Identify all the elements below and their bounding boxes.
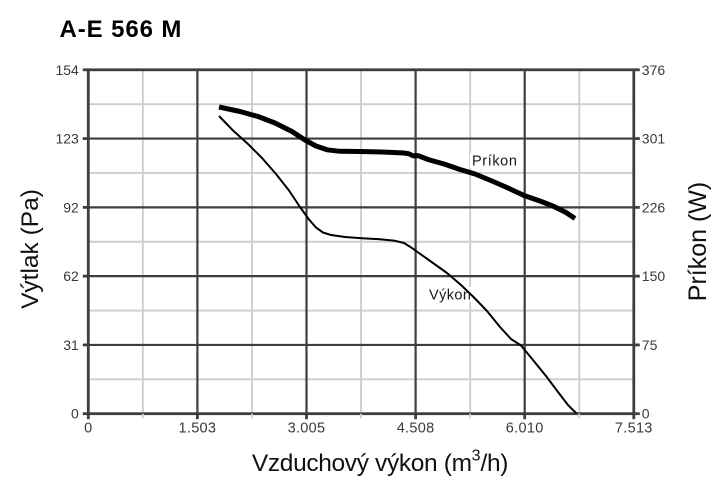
svg-text:92: 92: [63, 199, 79, 215]
svg-text:301: 301: [642, 131, 666, 147]
svg-text:4.508: 4.508: [397, 421, 435, 437]
svg-text:0: 0: [71, 406, 79, 422]
svg-text:0: 0: [84, 421, 92, 437]
svg-text:A-E 566 M: A-E 566 M: [60, 16, 183, 43]
svg-text:1.503: 1.503: [179, 421, 217, 437]
svg-text:Vzduchový výkon (m3/h): Vzduchový výkon (m3/h): [252, 448, 508, 478]
svg-text:62: 62: [63, 268, 79, 284]
svg-text:6.010: 6.010: [506, 421, 544, 437]
svg-text:Výkon: Výkon: [429, 288, 471, 304]
svg-text:150: 150: [642, 268, 666, 284]
svg-text:154: 154: [55, 62, 79, 78]
svg-text:75: 75: [642, 337, 658, 353]
svg-text:3.005: 3.005: [288, 421, 326, 437]
svg-text:Výtlak (Pa): Výtlak (Pa): [17, 189, 44, 309]
svg-text:Príkon: Príkon: [472, 154, 518, 170]
svg-text:123: 123: [55, 131, 79, 147]
svg-text:226: 226: [642, 199, 666, 215]
svg-text:0: 0: [642, 406, 650, 422]
svg-text:Príkon (W): Príkon (W): [684, 182, 712, 301]
svg-text:31: 31: [63, 337, 79, 353]
svg-text:7.513: 7.513: [615, 421, 653, 437]
svg-text:376: 376: [642, 62, 666, 78]
